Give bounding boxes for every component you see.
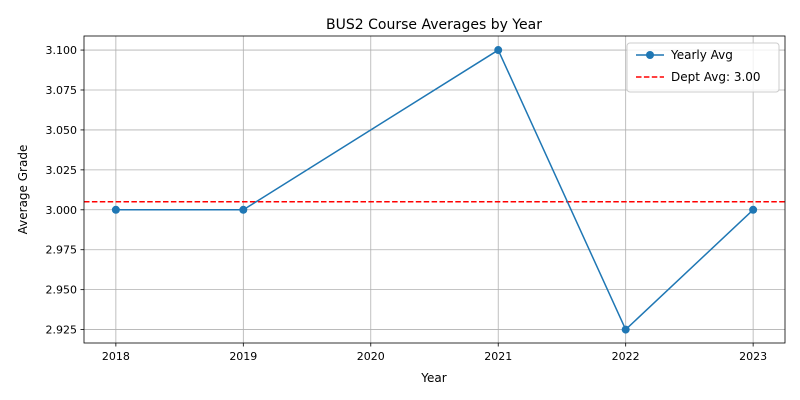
y-axis: 2.925 2.950 2.975 3.000 3.025 3.050 3.075 3.100 [46,44,84,337]
y-tick-label: 2.950 [46,284,78,297]
x-tick-label: 2021 [484,350,512,363]
y-axis-title: Average Grade [16,145,30,235]
data-point-marker [749,205,758,214]
x-tick-label: 2023 [739,350,767,363]
x-tick-label: 2020 [357,350,385,363]
y-tick-label: 2.975 [46,244,78,257]
data-point-marker [494,46,503,55]
x-tick-label: 2018 [102,350,130,363]
x-tick-label: 2019 [229,350,257,363]
data-point-marker [111,205,120,214]
legend-label-dept-avg: Dept Avg: 3.00 [671,70,761,84]
y-tick-label: 3.050 [46,124,78,137]
y-tick-label: 3.075 [46,84,78,97]
y-tick-label: 3.000 [46,204,78,217]
x-axis: 2018 2019 2020 2021 2022 2023 [102,343,767,363]
y-tick-label: 3.025 [46,164,78,177]
y-tick-label: 2.925 [46,324,78,337]
legend-box [626,42,780,93]
plot-frame [83,35,786,344]
legend: Yearly Avg Dept Avg: 3.00 [626,42,780,93]
y-tick-label: 3.100 [46,44,78,57]
grid [84,36,785,343]
legend-label-yearly-avg: Yearly Avg [670,48,733,62]
data-point-marker [621,325,630,334]
legend-marker-yearly-avg [646,51,654,59]
data-point-marker [239,205,248,214]
chart-title: BUS2 Course Averages by Year [326,17,542,33]
x-axis-title: Year [420,371,446,385]
x-tick-label: 2022 [612,350,640,363]
series-group [111,46,758,334]
